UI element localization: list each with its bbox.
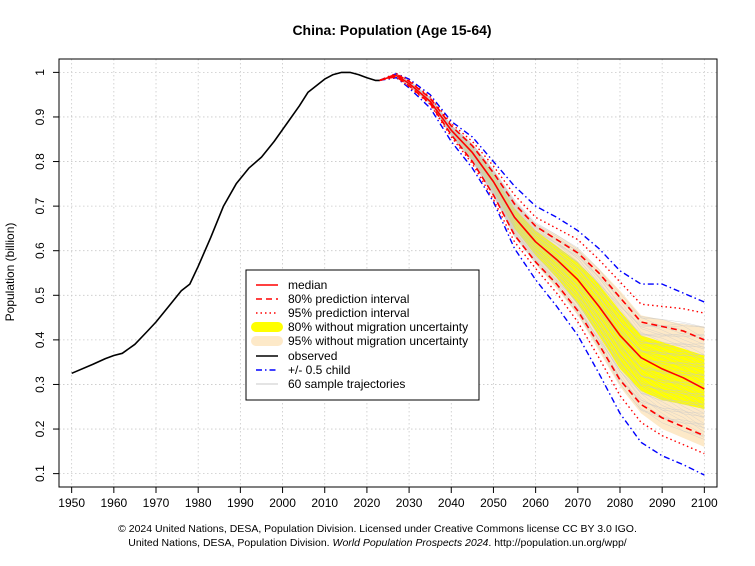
chart-svg: China: Population (Age 15-64) Population… xyxy=(3,22,718,510)
pi80-low-line xyxy=(379,76,705,437)
x-tick-label: 2020 xyxy=(354,496,381,510)
legend-label-band95: 95% without migration uncertainty xyxy=(288,334,468,348)
y-tick-label: 0.6 xyxy=(33,242,47,259)
x-tick-label: 2090 xyxy=(649,496,676,510)
x-tick-label: 2040 xyxy=(438,496,465,510)
plot-frame xyxy=(58,58,718,488)
series-lines xyxy=(71,71,705,476)
y-tick-label: 0.4 xyxy=(33,331,47,348)
x-tick-label: 2080 xyxy=(607,496,634,510)
footer-credit-title: World Population Prospects 2024 xyxy=(332,537,489,549)
legend-box xyxy=(245,269,480,401)
observed-line xyxy=(71,71,380,375)
x-tick-label: 1990 xyxy=(227,496,254,510)
x-tick-label: 2070 xyxy=(564,496,591,510)
x-tick-label: 2100 xyxy=(691,496,718,510)
x-tick-label: 2010 xyxy=(311,496,338,510)
pi80-high-line xyxy=(379,73,705,341)
footer-credit-prefix: United Nations, DESA, Population Divisio… xyxy=(128,537,333,549)
y-tick-label: 0.2 xyxy=(33,420,47,437)
y-tick-label: 0.9 xyxy=(33,108,47,125)
legend-label-median: median xyxy=(288,278,327,292)
y-tick-label: 0.5 xyxy=(33,287,47,304)
child-low-line xyxy=(379,76,705,476)
y-tick-label: 0.1 xyxy=(33,465,47,482)
y-tick-label: 0.3 xyxy=(33,376,47,393)
x-tick-label: 1970 xyxy=(143,496,170,510)
pi95-low-line xyxy=(379,76,705,455)
median-line xyxy=(379,74,705,390)
legend-label-child: +/- 0.5 child xyxy=(288,363,350,377)
y-axis: 0.1 0.2 0.3 0.4 0.5 0.6 0.7 0.8 0.9 1 xyxy=(33,69,59,482)
x-tick-label: 1960 xyxy=(100,496,127,510)
x-tick-label: 1950 xyxy=(58,496,85,510)
legend-label-trajectories: 60 sample trajectories xyxy=(288,377,405,391)
footer-credit-line2: United Nations, DESA, Population Divisio… xyxy=(0,537,755,549)
x-tick-label: 2060 xyxy=(522,496,549,510)
footer-credit-line1: © 2024 United Nations, DESA, Population … xyxy=(118,523,637,535)
y-tick-label: 0.8 xyxy=(33,153,47,170)
footer-credit-suffix: . http://population.un.org/wpp/ xyxy=(488,537,627,549)
y-axis-label: Population (billion) xyxy=(3,223,17,322)
sample-trajectory-line xyxy=(379,73,705,328)
x-axis: 1950 1960 1970 1980 1990 2000 2010 2020 2030 2040… xyxy=(58,487,718,510)
legend-label-band80: 80% without migration uncertainty xyxy=(288,320,468,334)
legend-label-pi95: 95% prediction interval xyxy=(288,306,409,320)
legend: median 80% prediction interval 95% predi… xyxy=(245,269,480,401)
x-tick-label: 2050 xyxy=(480,496,507,510)
chart-title: China: Population (Age 15-64) xyxy=(292,22,491,38)
legend-label-observed: observed xyxy=(288,349,337,363)
child-high-line xyxy=(379,72,705,303)
y-tick-label: 0.7 xyxy=(33,197,47,214)
x-tick-label: 2000 xyxy=(269,496,296,510)
y-tick-label: 1 xyxy=(33,69,47,76)
x-tick-label: 2030 xyxy=(396,496,423,510)
legend-label-pi80: 80% prediction interval xyxy=(288,292,409,306)
gridlines xyxy=(59,59,717,487)
x-tick-label: 1980 xyxy=(185,496,212,510)
